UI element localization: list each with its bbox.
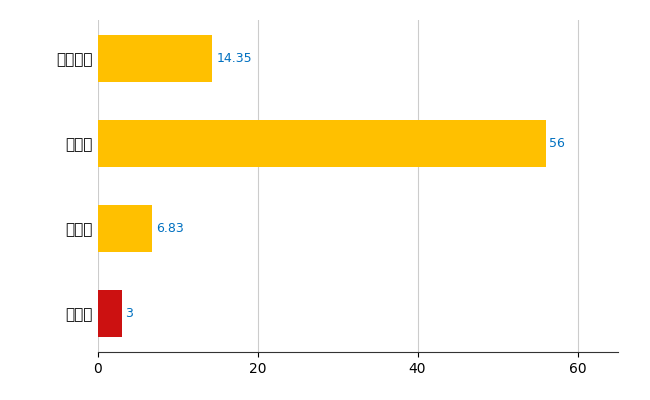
Bar [98,290,122,337]
Text: 56: 56 [549,137,566,150]
Text: 6.83: 6.83 [156,222,184,235]
Text: 3: 3 [125,307,133,320]
Text: 14.35: 14.35 [216,52,252,65]
Bar [98,205,152,252]
Bar [98,120,545,167]
Bar [98,35,213,82]
